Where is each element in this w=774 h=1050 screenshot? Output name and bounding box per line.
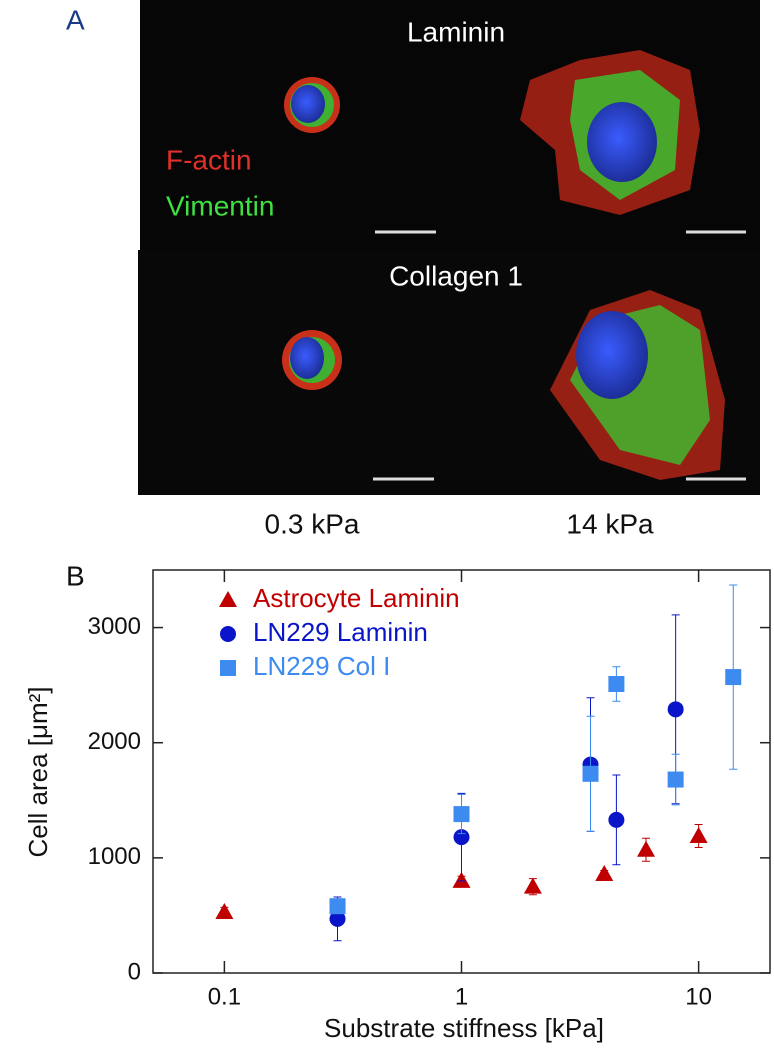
legend-label: Astrocyte Laminin bbox=[253, 583, 460, 613]
nucleus bbox=[587, 102, 657, 182]
nucleus bbox=[291, 85, 325, 123]
marker bbox=[220, 626, 236, 642]
nucleus bbox=[290, 337, 324, 379]
marker bbox=[608, 811, 625, 828]
marker bbox=[667, 771, 684, 788]
stain-label: Vimentin bbox=[166, 190, 274, 221]
nucleus bbox=[576, 311, 648, 399]
marker bbox=[667, 701, 684, 718]
y-axis-label: Cell area [μm²] bbox=[23, 686, 53, 857]
column-label: 0.3 kPa bbox=[265, 508, 360, 539]
row-title: Laminin bbox=[407, 16, 505, 47]
marker bbox=[523, 877, 542, 894]
marker bbox=[453, 806, 470, 823]
x-tick-label: 0.1 bbox=[208, 983, 241, 1010]
marker bbox=[595, 864, 614, 881]
panel-label: A bbox=[66, 4, 85, 35]
legend-label: LN229 Col I bbox=[253, 651, 390, 681]
marker bbox=[329, 898, 346, 915]
micrographs: A Laminin F-actin Vimentin Collagen 1 0.… bbox=[66, 0, 760, 539]
scale-bars bbox=[373, 230, 746, 481]
x-axis-label: Substrate stiffness [kPa] bbox=[324, 1013, 604, 1043]
marker bbox=[689, 826, 708, 843]
marker bbox=[725, 669, 742, 686]
y-tick-label: 3000 bbox=[88, 613, 141, 640]
y-tick-label: 0 bbox=[128, 958, 141, 985]
marker bbox=[329, 910, 346, 927]
column-label: 14 kPa bbox=[566, 508, 654, 539]
x-tick-label: 10 bbox=[685, 983, 712, 1010]
row-title: Collagen 1 bbox=[389, 260, 523, 291]
stain-label: F-actin bbox=[166, 144, 252, 175]
marker bbox=[637, 840, 656, 857]
marker bbox=[582, 765, 599, 782]
y-tick-label: 2000 bbox=[88, 728, 141, 755]
x-tick-label: 1 bbox=[455, 983, 468, 1010]
marker bbox=[220, 660, 236, 676]
y-tick-label: 1000 bbox=[88, 843, 141, 870]
panel-label: B bbox=[66, 560, 85, 591]
marker bbox=[453, 829, 470, 846]
marker bbox=[219, 591, 237, 607]
marker bbox=[608, 675, 625, 692]
legend-label: LN229 Laminin bbox=[253, 617, 428, 647]
marker bbox=[215, 902, 234, 919]
plot-frame bbox=[152, 569, 771, 974]
